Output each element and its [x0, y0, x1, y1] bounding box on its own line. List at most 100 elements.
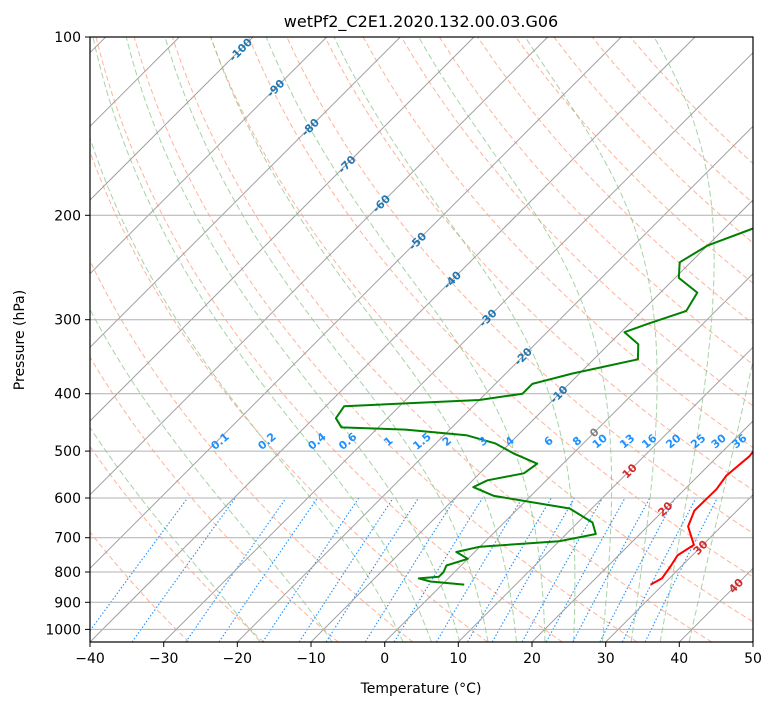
x-tick-label: 50 — [744, 651, 762, 667]
mixing-ratio-line — [364, 497, 456, 642]
dry-adiabat-line — [362, 37, 753, 449]
moist-adiabat-line — [90, 426, 261, 642]
mixing-ratio-line — [218, 497, 318, 642]
x-tick-label: 20 — [523, 651, 541, 667]
dry-adiabat-line — [90, 531, 190, 642]
y-tick-label: 100 — [54, 30, 81, 46]
isotherm-label: -70 — [335, 153, 358, 176]
mixing-ratio-label: 6 — [542, 434, 556, 449]
y-tick-label: 800 — [54, 565, 81, 581]
mixing-ratio-line — [90, 497, 189, 632]
isotherm-line — [90, 37, 696, 642]
line-labels: 0.1 0.2 0.4 0.6 1 1.5 2 3 4 6 8 10 13 16 20 25 30 36-100-… — [209, 35, 750, 596]
dry-adiabat-line — [171, 37, 712, 642]
isotherm-line — [531, 420, 753, 642]
mixing-ratio-label: 8 — [570, 434, 584, 449]
dry-adiabat-line — [95, 37, 563, 642]
dry-adiabat-line — [90, 356, 339, 642]
grid-lines — [90, 37, 753, 642]
x-tick-label: 10 — [449, 651, 467, 667]
moist-adiabat-line — [164, 37, 489, 642]
isotherm-line — [457, 346, 753, 642]
x-tick-label: −20 — [223, 651, 253, 667]
mixing-ratio-line — [262, 497, 360, 642]
isotherm-line — [605, 493, 753, 642]
dry-adiabat-line — [90, 259, 414, 642]
mixing-ratio-label: 36 — [730, 431, 750, 451]
mixing-ratio-line — [545, 497, 626, 642]
y-tick-label: 300 — [54, 313, 81, 329]
moist-adiabat-line — [653, 37, 715, 642]
moist-adiabat-line — [688, 358, 753, 642]
moist-adiabat-line — [125, 37, 461, 642]
x-tick-label: −10 — [296, 651, 326, 667]
mixing-ratio-line — [325, 497, 419, 642]
moist-adiabat-line — [418, 37, 613, 642]
dry-adiabat-line — [438, 37, 753, 366]
mixing-ratio-line — [599, 497, 676, 642]
moist-adiabat-line — [90, 308, 333, 642]
x-tick-label: 0 — [380, 651, 389, 667]
mixing-ratio-line — [491, 497, 575, 642]
background-lines — [90, 37, 753, 642]
isotherm-line — [90, 37, 475, 422]
isotherm-label: -80 — [299, 116, 322, 139]
y-axis-label: Pressure (hPa) — [12, 290, 28, 390]
mixing-ratio-label: 4 — [503, 434, 517, 449]
mixing-ratio-line — [298, 497, 394, 642]
dry-adiabat-line — [210, 37, 753, 623]
mixing-ratio-label: 13 — [617, 432, 637, 452]
isotherm-label: -100 — [226, 35, 255, 64]
mixing-ratio-line — [435, 497, 523, 642]
y-tick-label: 1000 — [45, 622, 81, 638]
moist-adiabat-line — [92, 37, 432, 642]
y-tick-label: 600 — [54, 491, 81, 507]
y-tick-label: 700 — [54, 531, 81, 547]
x-tick-label: −40 — [75, 651, 105, 667]
mixing-ratio-label: 0.1 — [209, 430, 232, 452]
isotherm-line — [90, 37, 622, 570]
isotherm-line — [90, 37, 401, 349]
y-tick-label: 500 — [54, 444, 81, 460]
x-tick-label: 40 — [670, 651, 688, 667]
dry-adiabat-line — [90, 445, 264, 642]
mixing-ratio-line — [621, 497, 697, 642]
mixing-ratio-label: 3 — [476, 434, 490, 449]
moist-adiabat-line — [524, 37, 658, 642]
isotherm-line — [752, 641, 753, 642]
moist-adiabat-line — [265, 37, 546, 642]
isotherm-line — [163, 51, 753, 642]
isotherm-line — [90, 37, 328, 275]
x-axis: −40 −30 −20 −10 0 10 20 30 40 50 — [75, 642, 762, 667]
dry-adiabat-line — [400, 37, 753, 407]
profile-series — [334, 227, 753, 586]
y-tick-label: 900 — [54, 595, 81, 611]
mixing-ratio-label: 1 — [381, 434, 395, 449]
y-tick-label: 400 — [54, 387, 81, 403]
mixing-ratio-label: 25 — [688, 432, 708, 452]
moist-adiabat-line — [333, 37, 576, 642]
mixing-ratio-label: 2 — [440, 434, 454, 449]
y-tick-label: 200 — [54, 208, 81, 224]
x-tick-label: −30 — [149, 651, 179, 667]
mixing-ratio-line — [131, 497, 236, 642]
dewpoint-profile-line — [334, 227, 753, 586]
isotherm-label: -20 — [512, 345, 535, 368]
isotherm-line — [236, 125, 753, 642]
temperature-profile-line — [650, 449, 753, 586]
mixing-ratio-line — [467, 497, 552, 642]
dry-adiabat-line — [553, 37, 753, 244]
isotherm-line — [90, 37, 549, 496]
moist-adiabat-line — [90, 136, 404, 642]
plot-frame — [89, 36, 754, 643]
isotherm-line — [90, 37, 254, 201]
mixing-ratio-line — [572, 497, 651, 642]
dry-adiabat-line — [133, 37, 638, 642]
dry-adiabat-line — [248, 37, 753, 578]
y-axis: 100 200 300 400 500 600 700 800 900 1000 — [45, 30, 90, 638]
isotherm-line — [310, 199, 753, 642]
mixing-ratio-label: 0.4 — [305, 430, 329, 453]
mixing-ratio-line — [521, 497, 603, 642]
dry-adiabat-line — [324, 37, 753, 491]
